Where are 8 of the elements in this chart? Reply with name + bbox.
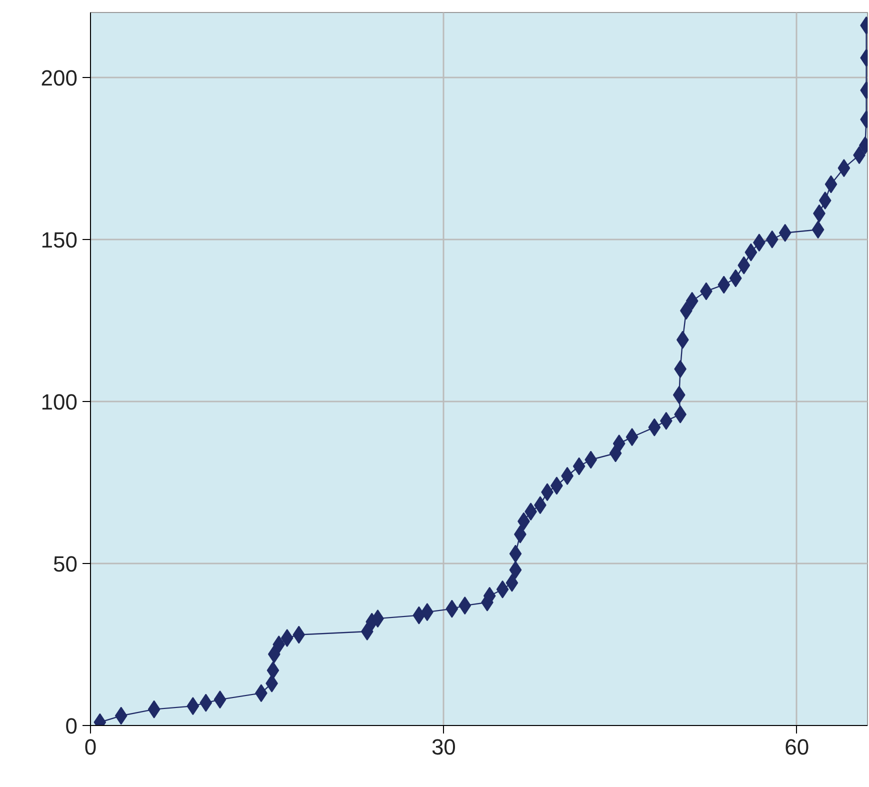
y-tick-label: 0 bbox=[65, 714, 78, 738]
y-tick-label: 150 bbox=[40, 227, 78, 252]
y-tick-label: 50 bbox=[53, 551, 78, 576]
x-tick-label: 60 bbox=[784, 734, 810, 760]
x-tick-label: 0 bbox=[84, 734, 97, 760]
y-tick-label: 100 bbox=[40, 389, 78, 414]
y-tick-label: 200 bbox=[40, 65, 78, 90]
x-tick-label: 30 bbox=[431, 734, 456, 760]
